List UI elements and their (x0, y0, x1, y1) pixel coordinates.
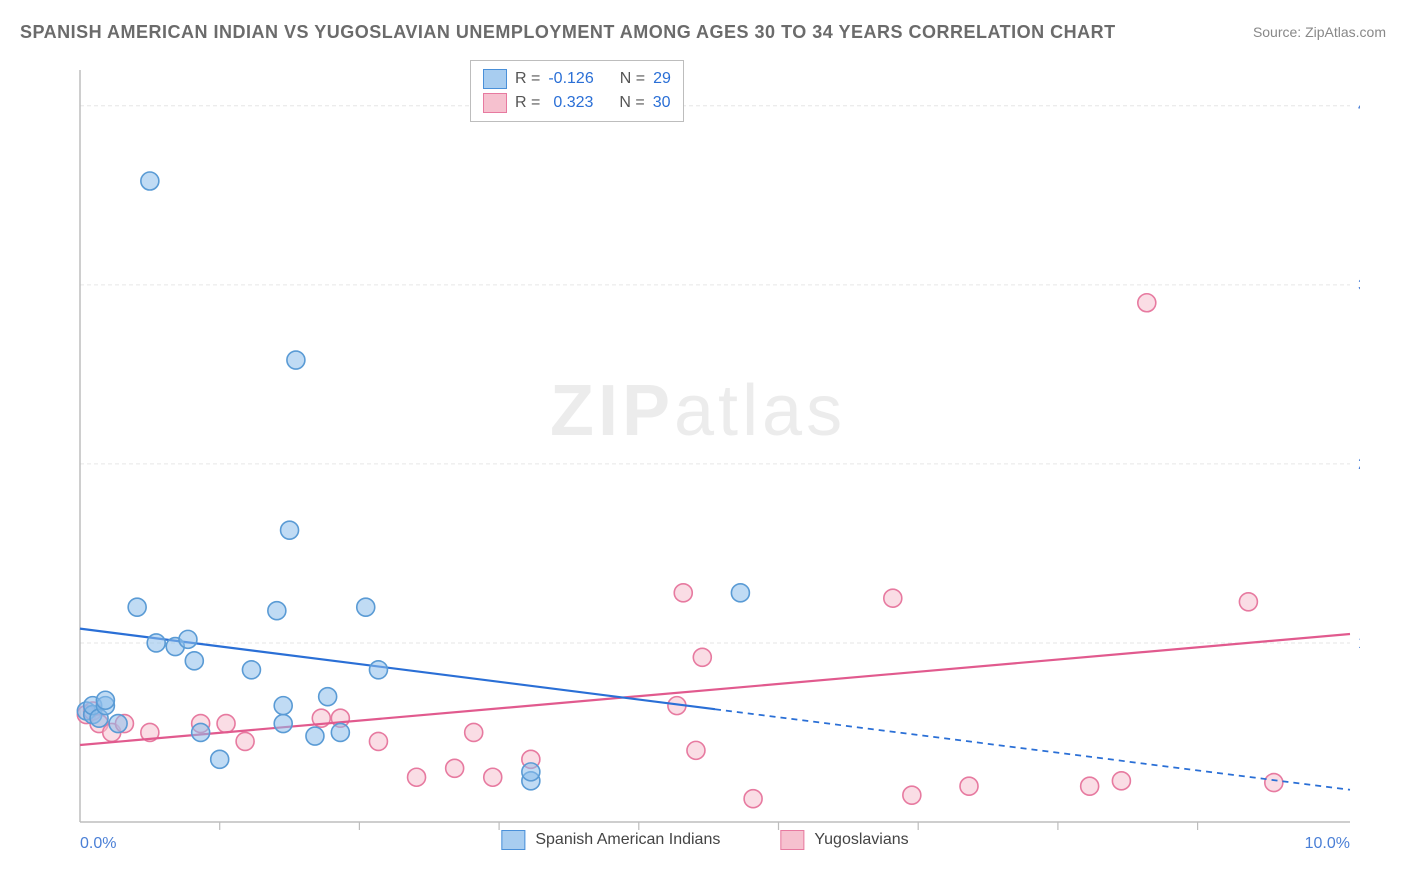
r-value: 0.323 (548, 91, 593, 115)
r-label: R = (515, 91, 540, 115)
svg-text:0.0%: 0.0% (80, 835, 116, 850)
source-label: Source: ZipAtlas.com (1253, 24, 1386, 40)
n-label: N = (620, 67, 645, 91)
legend-item: Spanish American Indians (501, 830, 720, 850)
n-value: 30 (653, 91, 671, 115)
svg-text:20.0%: 20.0% (1358, 456, 1360, 473)
legend-label: Yugoslavians (814, 831, 908, 849)
n-label: N = (619, 91, 644, 115)
legend-label: Spanish American Indians (535, 831, 720, 849)
legend-swatch-icon (780, 830, 804, 850)
legend-swatch-icon (483, 93, 507, 113)
n-value: 29 (653, 67, 671, 91)
series-legend: Spanish American Indians Yugoslavians (501, 830, 908, 850)
chart-area: 10.0%20.0%30.0%40.0%0.0%10.0% ZIPatlas R… (50, 60, 1360, 850)
legend-swatch-icon (483, 69, 507, 89)
r-value: -0.126 (548, 67, 593, 91)
scatter-chart: 10.0% 20.0% 30.0% 40.0% 0.0% 10.0% (50, 60, 1360, 850)
svg-text:30.0%: 30.0% (1358, 277, 1360, 294)
legend-row: R = 0.323 N = 30 (483, 91, 671, 115)
correlation-legend: R = -0.126 N = 29 R = 0.323 N = 30 (470, 60, 684, 122)
r-label: R = (515, 67, 540, 91)
legend-item: Yugoslavians (780, 830, 908, 850)
chart-title: SPANISH AMERICAN INDIAN VS YUGOSLAVIAN U… (20, 22, 1116, 43)
svg-text:10.0%: 10.0% (1305, 835, 1350, 850)
svg-text:10.0%: 10.0% (1358, 635, 1360, 652)
legend-row: R = -0.126 N = 29 (483, 67, 671, 91)
legend-swatch-icon (501, 830, 525, 850)
svg-text:40.0%: 40.0% (1358, 98, 1360, 115)
